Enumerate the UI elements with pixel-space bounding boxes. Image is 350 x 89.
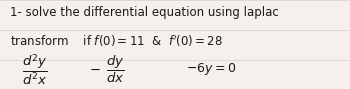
Text: $\dfrac{dy}{dx}$: $\dfrac{dy}{dx}$ [106,54,125,85]
Text: 1- solve the differential equation using laplac: 1- solve the differential equation using… [10,6,279,19]
Text: transform    if $f(0) = 11$  &  $f'(0) = 28$: transform if $f(0) = 11$ & $f'(0) = 28$ [10,34,224,49]
Text: $-$: $-$ [89,63,100,76]
Text: $\dfrac{d^2y}{d^2x}$: $\dfrac{d^2y}{d^2x}$ [22,52,48,87]
Text: $- 6y = 0$: $- 6y = 0$ [186,61,236,77]
